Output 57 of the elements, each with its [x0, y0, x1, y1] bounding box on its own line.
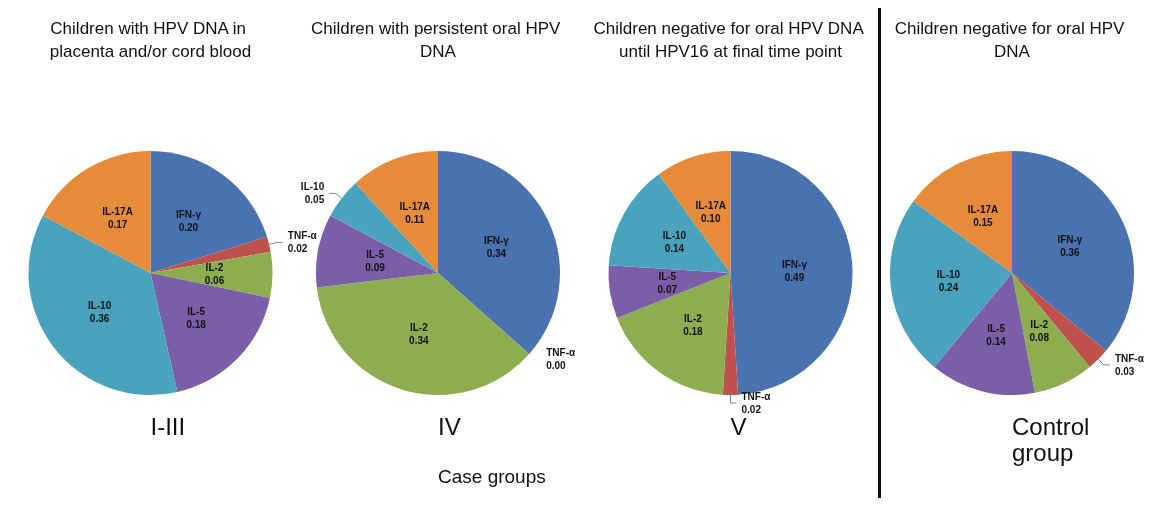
data-label: 0.07	[657, 284, 678, 296]
data-label: 0.05	[304, 194, 325, 206]
text: I-III	[150, 412, 186, 440]
data-label: 0.15	[973, 216, 994, 228]
data-label: 0.06	[204, 275, 225, 287]
slice-label: IL-17A	[695, 200, 726, 212]
chart-title: Children with HPV DNA in placenta and/or cord blood	[49, 19, 252, 61]
slice-label: IFN-γ	[1057, 233, 1083, 245]
data-label: 0.14	[664, 243, 685, 255]
chart-title: Children with persistent oral HPV DNA	[310, 19, 566, 61]
slice-label: IFN-γ	[175, 209, 202, 221]
text: Control group	[1012, 412, 1097, 466]
data-label: 0.18	[186, 318, 207, 330]
slice-label: IL-10	[87, 299, 112, 311]
slice-label: IL-10	[936, 269, 961, 281]
data-label: 0.02	[287, 243, 308, 255]
slice-label: IL-5	[658, 271, 677, 283]
slice-label: IFN-γ	[781, 258, 808, 270]
data-label: 0.36	[1060, 246, 1081, 258]
slice-label: IL-2	[683, 312, 703, 324]
data-label: 0.17	[107, 219, 128, 231]
slice-label: IL-5	[187, 305, 206, 317]
data-label: 0.03	[1114, 365, 1135, 377]
slice-label: IL-17A	[967, 203, 999, 215]
slice-label: IL-2	[205, 262, 224, 274]
slice-label: TNF-α	[287, 230, 318, 242]
slice-label: TNF-α	[741, 391, 772, 402]
data-label: 0.14	[986, 335, 1007, 347]
data-label: 0.24	[938, 282, 959, 294]
slice-label: IL-10	[300, 181, 325, 193]
text: V	[730, 412, 747, 440]
data-label: 0.11	[405, 214, 425, 226]
chart-title: Children negative for oral HPV DNA until HPV16 at final time point	[593, 19, 868, 61]
slice-label: IFN-γ	[483, 234, 510, 246]
chart-title: Children negative for oral HPV DNA	[894, 19, 1130, 61]
slice-label: IL-2	[409, 322, 429, 334]
data-label: 0.08	[1029, 331, 1050, 343]
slice-label: TNF-α	[1114, 352, 1145, 364]
slice-label: IL-17A	[102, 206, 133, 218]
slice-label: IL-5	[366, 249, 385, 261]
slice-label: IL-10	[662, 230, 687, 242]
slice-label: IL-5	[987, 322, 1006, 334]
data-label: 0.34	[486, 247, 507, 259]
text: IV	[438, 412, 461, 440]
data-label: 0.49	[784, 271, 805, 283]
slice-label: IL-2	[1030, 318, 1049, 330]
text: Case groups	[438, 465, 546, 487]
data-label: 0.20	[178, 222, 199, 234]
data-label: 0.34	[409, 335, 430, 347]
text: 0.00	[546, 360, 566, 372]
data-label: 0.36	[89, 312, 110, 324]
data-label: 0.02	[741, 404, 762, 415]
slice-label: IL-17A	[399, 201, 431, 213]
data-label: 0.18	[683, 325, 704, 337]
data-label: 0.09	[365, 262, 386, 274]
category-label: TNF-α	[546, 347, 576, 359]
data-label: 0.10	[700, 213, 721, 225]
